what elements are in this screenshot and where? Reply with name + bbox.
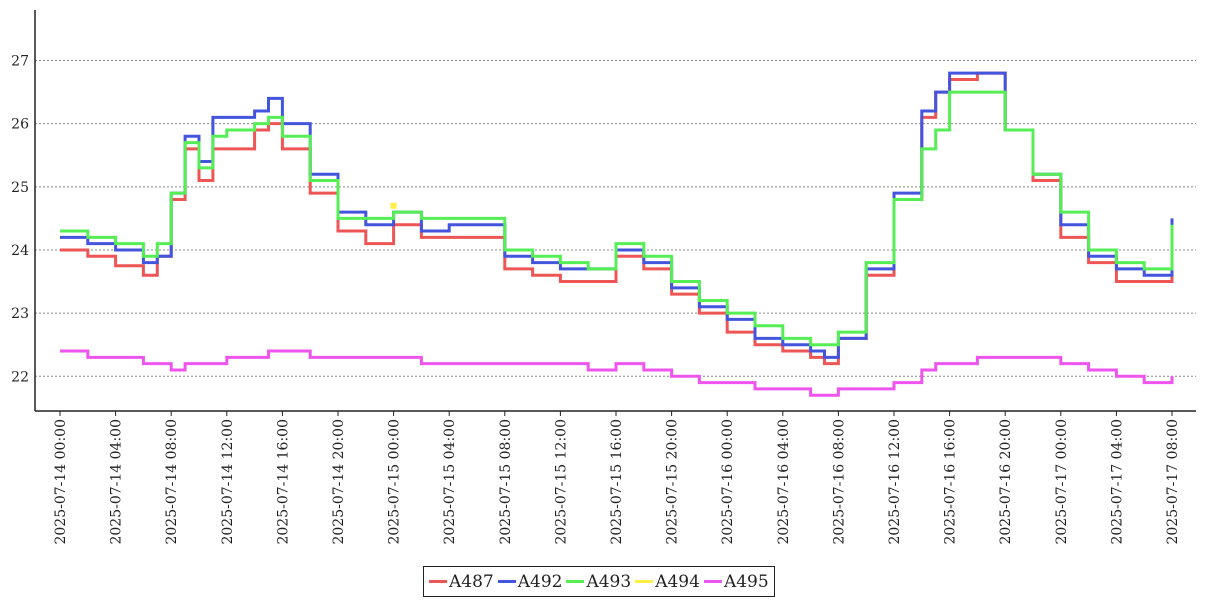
x-tick-label: 2025-07-15 20:00	[665, 419, 681, 545]
legend-label-a495: A495	[723, 571, 769, 592]
legend-item-a487: A487	[427, 572, 494, 592]
y-tick-label: 26	[11, 117, 29, 133]
x-tick-label: 2025-07-14 04:00	[109, 419, 125, 545]
x-tick-label: 2025-07-16 20:00	[998, 419, 1014, 545]
series-lines	[60, 71, 1174, 397]
y-axis-tick-labels: 22 23 24 25 26 27	[11, 54, 29, 386]
x-tick-label: 2025-07-16 08:00	[831, 419, 847, 545]
x-tick-label: 2025-07-15 04:00	[442, 419, 458, 545]
x-tick-label: 2025-07-15 08:00	[498, 419, 514, 545]
legend-label-a492: A492	[517, 571, 563, 592]
x-tick-label: 2025-07-14 16:00	[275, 419, 291, 545]
grid-lines	[35, 60, 1196, 377]
legend-swatch-a495	[703, 580, 722, 583]
legend-item-a494: A494	[633, 572, 700, 592]
x-tick-label: 2025-07-14 08:00	[164, 419, 180, 545]
x-tick-label: 2025-07-15 00:00	[387, 419, 403, 545]
legend-label-a494: A494	[655, 571, 700, 592]
y-tick-label: 23	[11, 306, 29, 322]
legend-label-a487: A487	[449, 571, 494, 592]
y-tick-label: 22	[11, 369, 29, 385]
series-line-a493	[60, 90, 1174, 347]
x-tick-label: 2025-07-15 12:00	[553, 419, 569, 545]
legend-swatch-a492	[497, 580, 516, 583]
x-axis-tick-labels: 2025-07-14 00:00 2025-07-14 04:00 2025-07-…	[53, 419, 1181, 545]
series-line-a495	[60, 349, 1174, 397]
legend-item-a495: A495	[702, 572, 769, 592]
x-tick-label: 2025-07-17 08:00	[1165, 419, 1181, 545]
series-point-a494	[390, 202, 397, 209]
legend-swatch-a487	[429, 580, 447, 583]
y-tick-label: 27	[11, 54, 29, 70]
x-tick-label: 2025-07-16 04:00	[776, 419, 792, 545]
axes	[34, 10, 1196, 416]
x-tick-label: 2025-07-16 12:00	[887, 419, 903, 545]
x-tick-label: 2025-07-17 04:00	[1109, 419, 1125, 545]
x-tick-label: 2025-07-14 00:00	[53, 419, 69, 545]
x-tick-label: 2025-07-17 00:00	[1054, 419, 1070, 545]
y-tick-label: 25	[11, 180, 29, 196]
y-tick-label: 24	[11, 243, 29, 259]
x-tick-label: 2025-07-16 00:00	[720, 419, 736, 545]
legend-label-a493: A493	[586, 571, 632, 592]
x-tick-label: 2025-07-16 16:00	[943, 419, 959, 545]
legend-item-a492: A492	[496, 571, 563, 592]
legend-item-a493: A493	[564, 572, 631, 592]
x-tick-label: 2025-07-14 20:00	[331, 419, 347, 545]
x-tick-label: 2025-07-15 16:00	[609, 419, 625, 545]
legend-swatch-a494	[635, 580, 654, 583]
legend-swatch-a493	[566, 580, 585, 583]
legend: A487 A492 A493 A494 A495	[423, 566, 775, 597]
x-tick-label: 2025-07-14 12:00	[220, 419, 236, 545]
